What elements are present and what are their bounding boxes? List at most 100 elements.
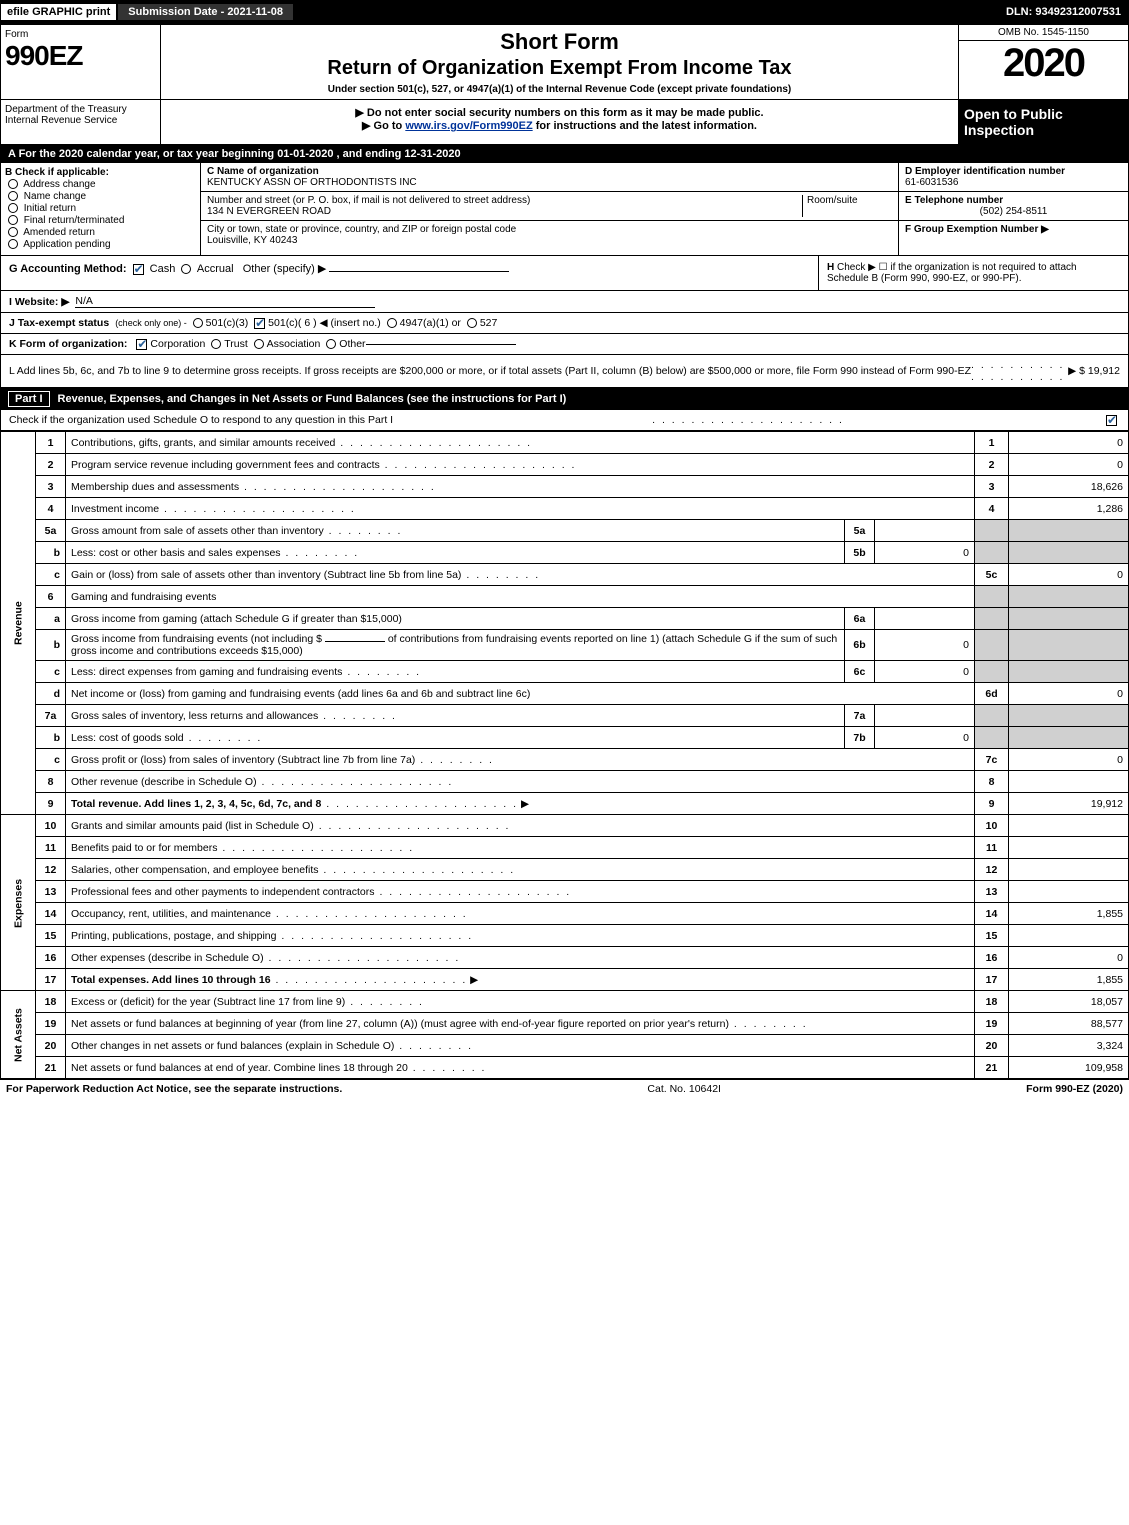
chk-corp[interactable] bbox=[136, 339, 147, 350]
line-15: 15 Printing, publications, postage, and … bbox=[1, 925, 1129, 947]
goto-pre: ▶ Go to bbox=[362, 120, 405, 132]
section-b: B Check if applicable: Address change Na… bbox=[1, 163, 201, 255]
shaded-cell bbox=[1009, 608, 1129, 630]
inner-amount: 0 bbox=[875, 727, 975, 749]
amount bbox=[1009, 925, 1129, 947]
desc-text: Gross profit or (loss) from sales of inv… bbox=[71, 754, 494, 766]
chk-label: Name change bbox=[24, 191, 86, 202]
label-tel: E Telephone number bbox=[905, 195, 1122, 206]
amount: 18,057 bbox=[1009, 991, 1129, 1013]
amount: 88,577 bbox=[1009, 1013, 1129, 1035]
line-desc: Other changes in net assets or fund bala… bbox=[66, 1035, 975, 1057]
opt-527: 527 bbox=[480, 317, 498, 329]
amount bbox=[1009, 859, 1129, 881]
line-num: b bbox=[36, 542, 66, 564]
box-num: 17 bbox=[975, 969, 1009, 991]
schedule-o-checkbox[interactable] bbox=[1106, 415, 1117, 426]
inner-box: 6c bbox=[845, 661, 875, 683]
shaded-cell bbox=[1009, 705, 1129, 727]
amount: 0 bbox=[1009, 683, 1129, 705]
line-20: 20 Other changes in net assets or fund b… bbox=[1, 1035, 1129, 1057]
line-2: 2 Program service revenue including gove… bbox=[1, 454, 1129, 476]
tel-row: E Telephone number (502) 254-8511 bbox=[899, 192, 1128, 221]
other-specify-line[interactable] bbox=[329, 271, 509, 272]
city-row: City or town, state or province, country… bbox=[201, 221, 898, 249]
line-num: 16 bbox=[36, 947, 66, 969]
dots bbox=[321, 798, 518, 810]
desc-text: Gross amount from sale of assets other t… bbox=[71, 525, 402, 537]
shaded-cell bbox=[1009, 630, 1129, 661]
irs-link[interactable]: www.irs.gov/Form990EZ bbox=[405, 120, 532, 132]
chk-cash[interactable] bbox=[133, 264, 144, 275]
chk-app-pending[interactable]: Application pending bbox=[5, 239, 196, 250]
line-5b: b Less: cost or other basis and sales ex… bbox=[1, 542, 1129, 564]
room-suite: Room/suite bbox=[802, 195, 892, 217]
inner-box: 5a bbox=[845, 520, 875, 542]
desc-text: Other expenses (describe in Schedule O) bbox=[71, 952, 460, 964]
desc-text: Gross sales of inventory, less returns a… bbox=[71, 710, 397, 722]
box-num: 21 bbox=[975, 1057, 1009, 1079]
shaded-cell bbox=[1009, 586, 1129, 608]
group-exemption-row: F Group Exemption Number ▶ bbox=[899, 221, 1128, 238]
desc-text: Other changes in net assets or fund bala… bbox=[71, 1040, 473, 1052]
line-desc: Gaming and fundraising events bbox=[66, 586, 975, 608]
other-label: Other (specify) ▶ bbox=[243, 263, 327, 275]
row-j: J Tax-exempt status (check only one) - 5… bbox=[0, 313, 1129, 334]
desc-text: Investment income bbox=[71, 503, 356, 515]
chk-label: Application pending bbox=[23, 239, 110, 250]
chk-trust[interactable] bbox=[211, 339, 221, 349]
chk-assoc[interactable] bbox=[254, 339, 264, 349]
opt-other-org: Other bbox=[339, 338, 365, 350]
box-num: 9 bbox=[975, 793, 1009, 815]
label-org-name: C Name of organization bbox=[207, 166, 417, 177]
box-num: 13 bbox=[975, 881, 1009, 903]
chk-527[interactable] bbox=[467, 318, 477, 328]
g-label: G Accounting Method: bbox=[9, 263, 127, 275]
side-net-assets: Net Assets bbox=[1, 991, 36, 1079]
dln-label: DLN: bbox=[1006, 6, 1032, 18]
form-word: Form bbox=[5, 29, 156, 40]
info-grid: B Check if applicable: Address change Na… bbox=[0, 163, 1129, 256]
line-desc: Less: cost or other basis and sales expe… bbox=[66, 542, 845, 564]
org-name-row: C Name of organization KENTUCKY ASSN OF … bbox=[201, 163, 898, 192]
line-num: b bbox=[36, 630, 66, 661]
subtitle: Under section 501(c), 527, or 4947(a)(1)… bbox=[165, 84, 954, 95]
h-text: Check ▶ ☐ if the organization is not req… bbox=[827, 262, 1077, 284]
box-num: 3 bbox=[975, 476, 1009, 498]
line-num: c bbox=[36, 564, 66, 586]
chk-amended[interactable]: Amended return bbox=[5, 227, 196, 238]
chk-4947[interactable] bbox=[387, 318, 397, 328]
desc-text: Less: cost or other basis and sales expe… bbox=[71, 547, 359, 559]
ein-row: D Employer identification number 61-6031… bbox=[899, 163, 1128, 192]
line-6a: a Gross income from gaming (attach Sched… bbox=[1, 608, 1129, 630]
header-right: OMB No. 1545-1150 2020 bbox=[958, 25, 1128, 99]
line-7c: c Gross profit or (loss) from sales of i… bbox=[1, 749, 1129, 771]
line-num: 21 bbox=[36, 1057, 66, 1079]
desc-text: Gross income from fundraising events (no… bbox=[71, 633, 322, 645]
line-desc: Investment income bbox=[66, 498, 975, 520]
chk-initial-return[interactable]: Initial return bbox=[5, 203, 196, 214]
chk-501c3[interactable] bbox=[193, 318, 203, 328]
amount: 19,912 bbox=[1009, 793, 1129, 815]
box-num: 16 bbox=[975, 947, 1009, 969]
chk-accrual[interactable] bbox=[181, 264, 191, 274]
line-num: 6 bbox=[36, 586, 66, 608]
chk-501c[interactable] bbox=[254, 318, 265, 329]
section-def: D Employer identification number 61-6031… bbox=[898, 163, 1128, 255]
row-i: I Website: ▶ N/A bbox=[0, 291, 1129, 313]
chk-address-change[interactable]: Address change bbox=[5, 179, 196, 190]
header-left: Form 990EZ bbox=[1, 25, 161, 99]
form-header: Form 990EZ Short Form Return of Organiza… bbox=[0, 24, 1129, 100]
line-10: Expenses 10 Grants and similar amounts p… bbox=[1, 815, 1129, 837]
chk-other-org[interactable] bbox=[326, 339, 336, 349]
chk-final-return[interactable]: Final return/terminated bbox=[5, 215, 196, 226]
chk-name-change[interactable]: Name change bbox=[5, 191, 196, 202]
line-desc: Gain or (loss) from sale of assets other… bbox=[66, 564, 975, 586]
label-street: Number and street (or P. O. box, if mail… bbox=[207, 195, 802, 206]
efile-print-button[interactable]: efile GRAPHIC print bbox=[0, 3, 117, 21]
other-org-line[interactable] bbox=[366, 344, 516, 345]
line-num: 14 bbox=[36, 903, 66, 925]
amount bbox=[1009, 771, 1129, 793]
box-num: 8 bbox=[975, 771, 1009, 793]
opt-501c3: 501(c)(3) bbox=[206, 317, 249, 329]
